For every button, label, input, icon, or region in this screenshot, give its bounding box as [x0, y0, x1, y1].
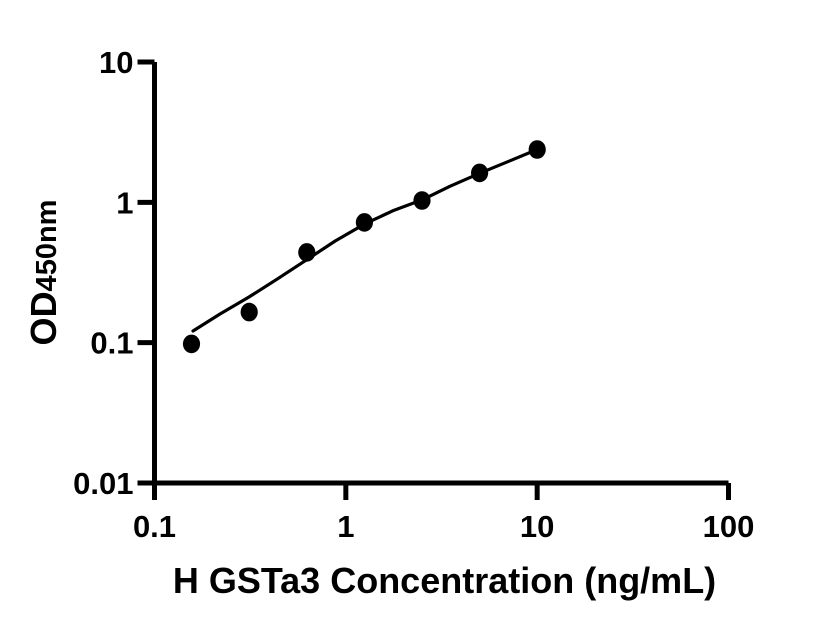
y-tick-label: 1 — [116, 185, 133, 220]
x-tick-label: 100 — [703, 509, 755, 544]
data-point — [182, 334, 201, 354]
y-tick-label: 0.01 — [73, 466, 133, 501]
data-point — [471, 163, 489, 183]
x-axis-title: H GSTa3 Concentration (ng/mL) — [173, 560, 716, 601]
y-tick-label: 10 — [99, 45, 133, 80]
x-tick-label: 0.1 — [133, 509, 176, 544]
y-tick-label: 0.1 — [90, 326, 133, 361]
axis-spines — [152, 62, 729, 486]
data-point — [240, 302, 258, 322]
data-point — [413, 191, 431, 210]
data-point — [355, 213, 373, 232]
data-point — [298, 243, 316, 262]
data-point — [528, 140, 546, 159]
x-tick-label: 10 — [520, 509, 554, 544]
y-axis-title-od: OD — [23, 291, 64, 345]
y-axis-title-450nm: 450nm — [31, 200, 63, 292]
x-tick-label: 1 — [337, 509, 354, 544]
y-axis-title: OD450nm — [23, 200, 64, 346]
